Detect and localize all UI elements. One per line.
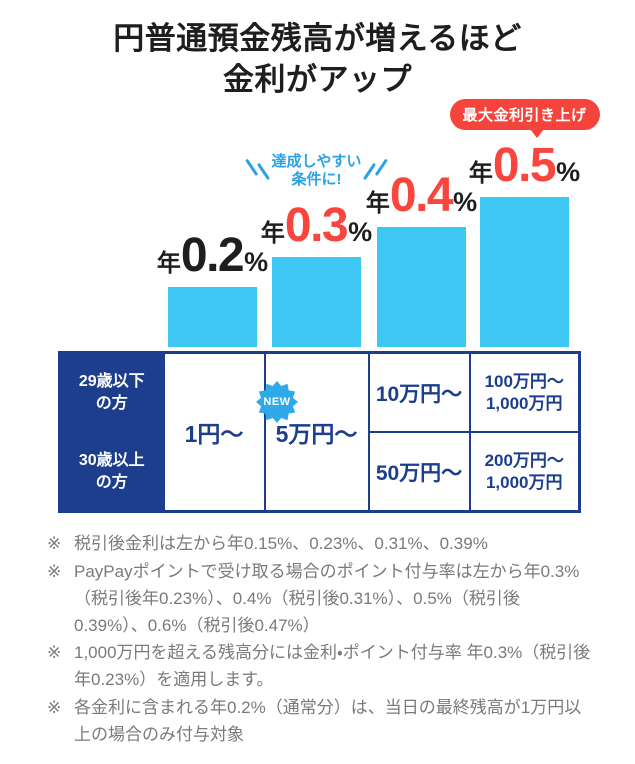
reference-mark: ※ xyxy=(47,534,62,553)
interest-rate-bar-chart: 年 0.2% 達成しやすい 条件に! 年 0.3% 年 0.4% xyxy=(0,99,635,347)
table-row: 30歳以上 の方 50万円〜 200万円〜 1,000万円 xyxy=(58,431,581,513)
bar-0.4-percent xyxy=(377,227,466,347)
rate-suffix: % xyxy=(348,217,373,247)
bar-0.5-percent xyxy=(480,197,569,347)
rate-label-0.5: 年 0.5% xyxy=(469,142,580,190)
table-row: 29歳以下 の方 1円〜 5万円〜 10万円〜 100万円〜 1,000万円 xyxy=(58,351,581,513)
cell-200man-to-1000man: 200万円〜 1,000万円 xyxy=(468,431,581,513)
rate-number: 0.4 xyxy=(389,169,454,222)
footnote-after-tax-rates: ※ 税引後金利は左から年0.15%、0.23%、0.31%、0.39% xyxy=(47,531,592,558)
page-title: 円普通預金残高が増えるほど 金利がアップ xyxy=(0,18,635,100)
rate-prefix: 年 xyxy=(156,250,181,277)
bar-group-5man: 達成しやすい 条件に! 年 0.3% xyxy=(244,153,389,347)
footnote-paypay-points: ※ PayPayポイントで受け取る場合のポイント付与率は左から年0.3%（税引後… xyxy=(47,559,592,640)
row-header-under-29: 29歳以下 の方 xyxy=(58,351,165,433)
callout-line1: 達成しやすい xyxy=(271,152,362,170)
cell-from-50man: 50万円〜 xyxy=(367,431,471,513)
reference-mark: ※ xyxy=(47,561,62,581)
max-rate-badge: 最大金利引き上げ xyxy=(449,99,600,138)
rate-label-0.4: 年 0.4% xyxy=(366,172,477,220)
bar-0.2-percent xyxy=(168,287,257,347)
rate-suffix: % xyxy=(556,157,581,187)
footnotes: ※ 税引後金利は左から年0.15%、0.23%、0.31%、0.39% ※ Pa… xyxy=(47,531,592,750)
footnote-over-10million: ※ 1,000万円を超える残高分には金利・ポイント付与率 年0.3%（税引後年0… xyxy=(47,640,592,694)
new-starburst-badge: NEW xyxy=(256,381,298,423)
cell-from-5man: 5万円〜 xyxy=(263,351,370,513)
cell-from-1yen: 1円〜 xyxy=(162,351,266,513)
bar-group-1yen: 年 0.2% xyxy=(157,232,268,347)
rate-suffix: % xyxy=(244,247,269,277)
footnote-base-rate-condition: ※ 各金利に含まれる年0.2%（通常分）は、当日の最終残高が1万円以上の場合のみ… xyxy=(47,695,592,749)
reference-mark: ※ xyxy=(47,643,62,663)
bar-0.3-percent xyxy=(272,257,361,347)
rate-number: 0.5 xyxy=(492,139,557,192)
rate-number: 0.3 xyxy=(284,199,349,252)
rate-label-0.2: 年 0.2% xyxy=(157,232,268,280)
row-header-over-30: 30歳以上 の方 xyxy=(58,431,165,513)
cell-from-10man: 10万円〜 xyxy=(367,351,471,433)
rate-prefix: 年 xyxy=(260,220,285,247)
cell-100man-to-1000man: 100万円〜 1,000万円 xyxy=(468,351,581,433)
balance-condition-table: 29歳以下 の方 1円〜 5万円〜 10万円〜 100万円〜 1,000万円 3… xyxy=(58,351,581,513)
rate-label-0.3: 年 0.3% xyxy=(261,202,372,250)
callout-line2: 条件に! xyxy=(291,171,342,189)
rate-number: 0.2 xyxy=(180,229,245,282)
easier-condition-callout: 達成しやすい 条件に! xyxy=(244,152,389,191)
page-title-line1: 円普通預金残高が増えるほど xyxy=(113,21,522,56)
page-title-line2: 金利がアップ xyxy=(223,62,412,97)
new-badge-label: NEW xyxy=(263,396,291,408)
emphasis-slash-left-icon xyxy=(244,158,270,181)
reference-mark: ※ xyxy=(47,698,62,718)
rate-suffix: % xyxy=(453,187,478,217)
bar-group-100man: 最大金利引き上げ 年 0.5% xyxy=(449,99,600,347)
rate-prefix: 年 xyxy=(468,160,493,187)
bar-group-10man: 年 0.4% xyxy=(366,172,477,347)
starburst-icon xyxy=(256,381,298,423)
rate-prefix: 年 xyxy=(365,190,390,217)
